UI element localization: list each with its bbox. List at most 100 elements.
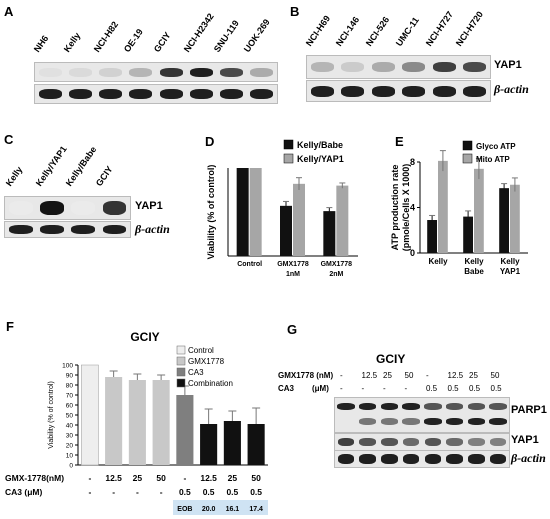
panel-g-ca3-label: CA3 — [278, 384, 295, 393]
panel-f-ca3-label: CA3 (μM) — [5, 487, 42, 497]
panel-c-actin-band — [71, 225, 95, 234]
panel-f-eob-value: 17.4 — [249, 506, 263, 513]
panel-g-yap1-band — [446, 438, 463, 446]
panel-g-parp1-blot — [334, 397, 510, 433]
panel-d-category-label: GMX1778 — [321, 261, 353, 268]
panel-g-actin-band — [424, 454, 442, 464]
panel-f-gmx-value: 12.5 — [105, 473, 122, 483]
panel-a-letter: A — [4, 4, 14, 19]
panel-d-bar — [280, 205, 292, 256]
panel-b-actin-band — [402, 85, 426, 97]
panel-f-legend-swatch — [176, 378, 186, 388]
panel-b-actin-label: β-actin — [494, 82, 529, 96]
panel-a-actin-band — [129, 89, 153, 99]
panel-c-yap1-band — [8, 201, 33, 215]
panel-g-ca3-value: 0.5 — [426, 384, 438, 393]
panel-g-gmx-value: 50 — [404, 371, 414, 380]
panel-a-actin-band — [159, 89, 183, 99]
panel-f-ca3-value: - — [136, 487, 139, 497]
panel-a-actin-blot — [34, 84, 278, 104]
panel-f-bar — [176, 395, 194, 465]
panel-e-ytick-label: 0 — [410, 248, 415, 258]
panel-g-actin-band — [337, 454, 355, 464]
panel-e-legend-label: Glyco ATP — [476, 142, 516, 151]
panel-e-ylabel-unit: (pmole/Cells X 1000) — [401, 164, 411, 252]
panel-c-yap1-blot — [4, 196, 131, 220]
panel-b-actin-band — [463, 85, 487, 97]
panel-d-bar — [249, 168, 262, 256]
panel-f-bar — [81, 364, 99, 466]
panel-d-bar — [336, 185, 349, 256]
panel-b-yap1-blot — [306, 55, 491, 79]
panel-b-yap1-band — [432, 62, 456, 72]
panel-g-ca3-value: 0.5 — [447, 384, 459, 393]
panel-d-bar — [236, 168, 249, 256]
panel-f-eob-label: EOB — [177, 506, 192, 513]
panel-a-actin-band — [38, 89, 62, 99]
panel-g-ca3-value: - — [383, 384, 386, 393]
panel-g-actin-band — [381, 454, 398, 464]
panel-d-letter: D — [205, 134, 214, 149]
panel-g-ca3-value: - — [361, 384, 365, 393]
panel-f-ca3-value: 0.5 — [203, 487, 215, 497]
panel-g-yap1-band — [424, 438, 442, 446]
panel-f-ca3-value: 0.5 — [226, 487, 238, 497]
panel-g-gmx-value: 12.5 — [447, 371, 464, 380]
panel-f-ca3-value: - — [88, 487, 91, 497]
panel-f-ca3-value: 0.5 — [179, 487, 191, 497]
panel-g-yap1-band — [402, 438, 420, 446]
panel-g-parp1-band — [380, 403, 399, 410]
panel-e-legend-swatch — [462, 140, 473, 151]
panel-f-bar — [105, 377, 123, 465]
panel-f-gmx-value: - — [183, 473, 186, 483]
panel-d-bar — [293, 183, 305, 256]
panel-f-ytick-label: 20 — [66, 443, 74, 450]
panel-f-ytick-label: 50 — [66, 413, 74, 420]
panel-d-legend-label: Kelly/Babe — [297, 140, 343, 150]
panel-b-actin-band — [341, 85, 365, 97]
panel-a-yap1-band — [250, 67, 274, 77]
panel-b-actin-band — [310, 85, 334, 97]
panel-g-yap1-band — [468, 438, 485, 446]
panel-d-ylabel: Viability (% of control) — [206, 165, 216, 260]
panel-e-bar — [499, 188, 509, 253]
panel-a-actin-band — [220, 89, 244, 99]
panel-f-eob-value: 16.1 — [226, 506, 240, 513]
panel-b-actin-band — [371, 85, 395, 97]
panel-g-yap1-band — [489, 438, 507, 446]
panel-g-actin-label: β-actin — [511, 451, 546, 465]
panel-f-ytick-label: 0 — [69, 463, 73, 470]
panel-g-letter: G — [287, 322, 298, 337]
panel-g-gmx-label: GMX1778 (nM) — [278, 371, 334, 380]
panel-d-legend-swatch — [283, 139, 294, 150]
panel-e-letter: E — [395, 134, 404, 149]
panel-b-yap1-band — [341, 62, 365, 72]
panel-f-eob-value: 20.0 — [202, 506, 216, 513]
panel-f-gmx-value: 50 — [156, 473, 166, 483]
panel-b-yap1-band — [310, 62, 334, 72]
panel-c-yap1-band — [71, 201, 95, 215]
panel-g-parp1-band — [337, 403, 355, 410]
panel-f-bar — [247, 424, 265, 465]
panel-e-bar — [510, 184, 520, 253]
panel-g-actin-band — [359, 454, 376, 464]
panel-g-cleaved-parp1-band — [467, 418, 486, 425]
panel-g-yap1-blot — [334, 433, 510, 451]
panel-e-legend-swatch — [462, 153, 473, 164]
panel-f-ca3-value: - — [160, 487, 163, 497]
panel-e-bar — [474, 168, 484, 253]
panel-a-yap1-band — [68, 67, 92, 77]
panel-f-gmx-value: 25 — [228, 473, 238, 483]
panel-d-legend-label: Kelly/YAP1 — [297, 154, 344, 164]
panel-g-parp1-label: PARP1 — [511, 404, 547, 416]
panel-a-yap1-blot — [34, 62, 278, 82]
panel-e-legend-label: Mito ATP — [476, 155, 510, 164]
panel-c-actin-blot — [4, 221, 131, 238]
panel-c-actin-band — [40, 225, 64, 234]
panel-g-yap1-band — [359, 438, 376, 446]
panel-f-gmx-value: 50 — [251, 473, 261, 483]
panel-f-ytick-label: 100 — [62, 363, 73, 370]
panel-g-parp1-band — [489, 403, 507, 410]
panel-a-yap1-band — [129, 67, 153, 77]
